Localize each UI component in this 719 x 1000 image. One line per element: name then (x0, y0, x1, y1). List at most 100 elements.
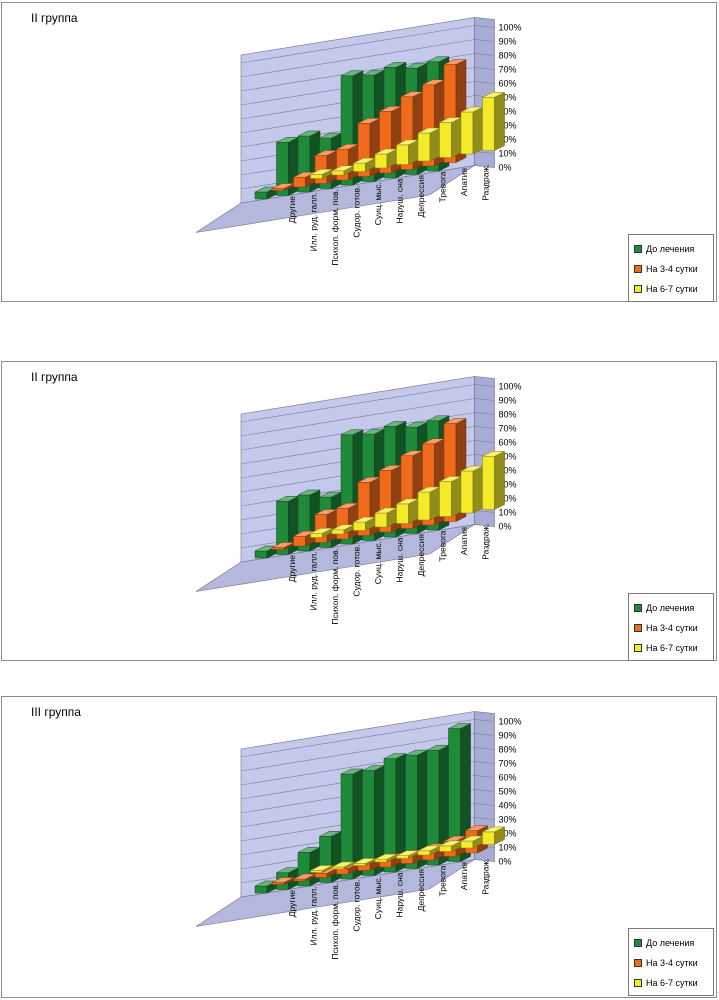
chart-title: II группа (31, 11, 78, 25)
chart-panel-2: II группа 0% 10% 20% 30% 40% 50% 60% 70% 80% 90% 1… (1, 361, 717, 661)
x-tick-label: Психоп. форм. пов. (330, 189, 340, 266)
bar (276, 495, 299, 555)
bar (405, 749, 428, 869)
bar (271, 877, 295, 885)
bar (396, 139, 419, 165)
gridline (240, 398, 475, 437)
chart-legend: До лечения На 3-4 сутки На 6-7 сутки (628, 593, 714, 661)
gridline-side (474, 67, 495, 70)
x-tick-label: Суиц. мыс. (373, 541, 383, 584)
bar (417, 845, 441, 856)
y-tick-label: 80% (499, 410, 517, 420)
legend-item-day6: На 6-7 сутки (634, 282, 698, 296)
legend-label: На 3-4 сутки (646, 264, 698, 274)
y-tick-label: 60% (499, 79, 517, 89)
legend-label: На 3-4 сутки (646, 623, 698, 633)
bar (460, 465, 484, 514)
x-tick-label: Илл. руд. галл. (309, 552, 319, 611)
bar (417, 486, 441, 521)
gridline-side (474, 25, 495, 28)
y-tick-label: 80% (499, 51, 517, 61)
gridline (240, 719, 475, 758)
legend-swatch (634, 643, 642, 652)
x-tick-label: Депрессия (416, 175, 426, 218)
legend-item-before: До лечения (634, 936, 694, 950)
bar (374, 507, 398, 528)
x-tick-label: Судор. готов. (352, 880, 362, 932)
y-tick-label: 20% (499, 829, 517, 839)
legend-label: До лечения (646, 938, 695, 948)
y-tick-label: 100% (499, 382, 522, 392)
legend-swatch (634, 938, 642, 947)
bar (383, 753, 407, 873)
y-tick-label: 0% (499, 857, 512, 867)
y-tick-label: 70% (499, 759, 517, 769)
y-tick-label: 60% (499, 438, 517, 448)
gridline-side (474, 859, 495, 862)
x-tick-label: Раздраж. (481, 165, 491, 201)
bar (374, 853, 398, 863)
y-tick-label: 80% (499, 745, 517, 755)
y-tick-label: 60% (499, 773, 517, 783)
bar (482, 450, 505, 510)
chart-panel-3: III группа 0% 10% 20% 30% 40% 50% 60% 70% 80% 90%… (1, 696, 717, 998)
gridline-side (474, 440, 495, 443)
chart-svg: 0% 10% 20% 30% 40% 50% 60% 70% 80% 90% 100% Другие И… (195, 376, 522, 625)
gridline-side (474, 53, 495, 56)
legend-label: До лечения (646, 244, 695, 254)
gridline-side (474, 165, 495, 168)
bar (340, 768, 364, 880)
gridline (240, 165, 475, 204)
gridline (240, 39, 475, 78)
x-tick-label: Илл. руд. галл. (309, 193, 319, 252)
legend-label: До лечения (646, 603, 695, 613)
legend-swatch (634, 958, 642, 967)
x-tick-label: Депрессия (416, 869, 426, 912)
y-tick-label: 30% (499, 815, 517, 825)
y-tick-label: 0% (499, 522, 512, 532)
bar (310, 168, 333, 179)
x-tick-label: Тревога (438, 530, 448, 561)
legend-swatch (634, 244, 642, 253)
gridline-side (474, 412, 495, 415)
bar (460, 835, 484, 849)
x-tick-label: Апатия (459, 527, 469, 555)
gridline-side (474, 719, 495, 722)
x-tick-label: Другие (287, 196, 297, 223)
y-tick-label: 90% (499, 396, 517, 406)
x-tick-label: Суиц. мыс. (373, 182, 383, 225)
legend-swatch (634, 603, 642, 612)
legend-label: На 6-7 сутки (646, 643, 698, 653)
gridline-side (474, 789, 495, 792)
gridline-side (474, 398, 495, 401)
bar (439, 117, 462, 158)
gridline (240, 25, 475, 64)
x-tick-label: Судор. готов. (352, 186, 362, 238)
bar (426, 744, 450, 866)
legend-swatch (634, 264, 642, 273)
legend-item-before: До лечения (634, 242, 694, 256)
y-tick-label: 90% (499, 731, 517, 741)
x-tick-label: Раздраж. (481, 859, 491, 895)
chart-svg: 0% 10% 20% 30% 40% 50% 60% 70% 80% 90% 100% Другие И… (195, 711, 522, 960)
gridline-side (474, 81, 495, 84)
x-tick-label: Наруш. сна (395, 537, 405, 582)
y-tick-label: 0% (499, 163, 512, 173)
x-tick-label: Тревога (438, 865, 448, 896)
y-tick-label: 70% (499, 424, 517, 434)
legend-item-day3: На 3-4 сутки (634, 956, 698, 970)
gridline (240, 733, 475, 772)
x-tick-label: Апатия (459, 862, 469, 890)
bar (353, 858, 376, 866)
legend-item-day6: На 6-7 сутки (634, 641, 698, 655)
y-tick-label: 20% (499, 135, 517, 145)
legend-swatch (634, 284, 642, 293)
y-tick-label: 10% (499, 508, 517, 518)
chart-svg: 0% 10% 20% 30% 40% 50% 60% 70% 80% 90% 100% Другие И… (195, 17, 522, 266)
bar (362, 765, 385, 876)
bar (417, 127, 441, 162)
bar (482, 826, 505, 845)
x-tick-label: Депрессия (416, 534, 426, 577)
legend-item-day6: На 6-7 сутки (634, 976, 698, 990)
bar (310, 527, 333, 538)
